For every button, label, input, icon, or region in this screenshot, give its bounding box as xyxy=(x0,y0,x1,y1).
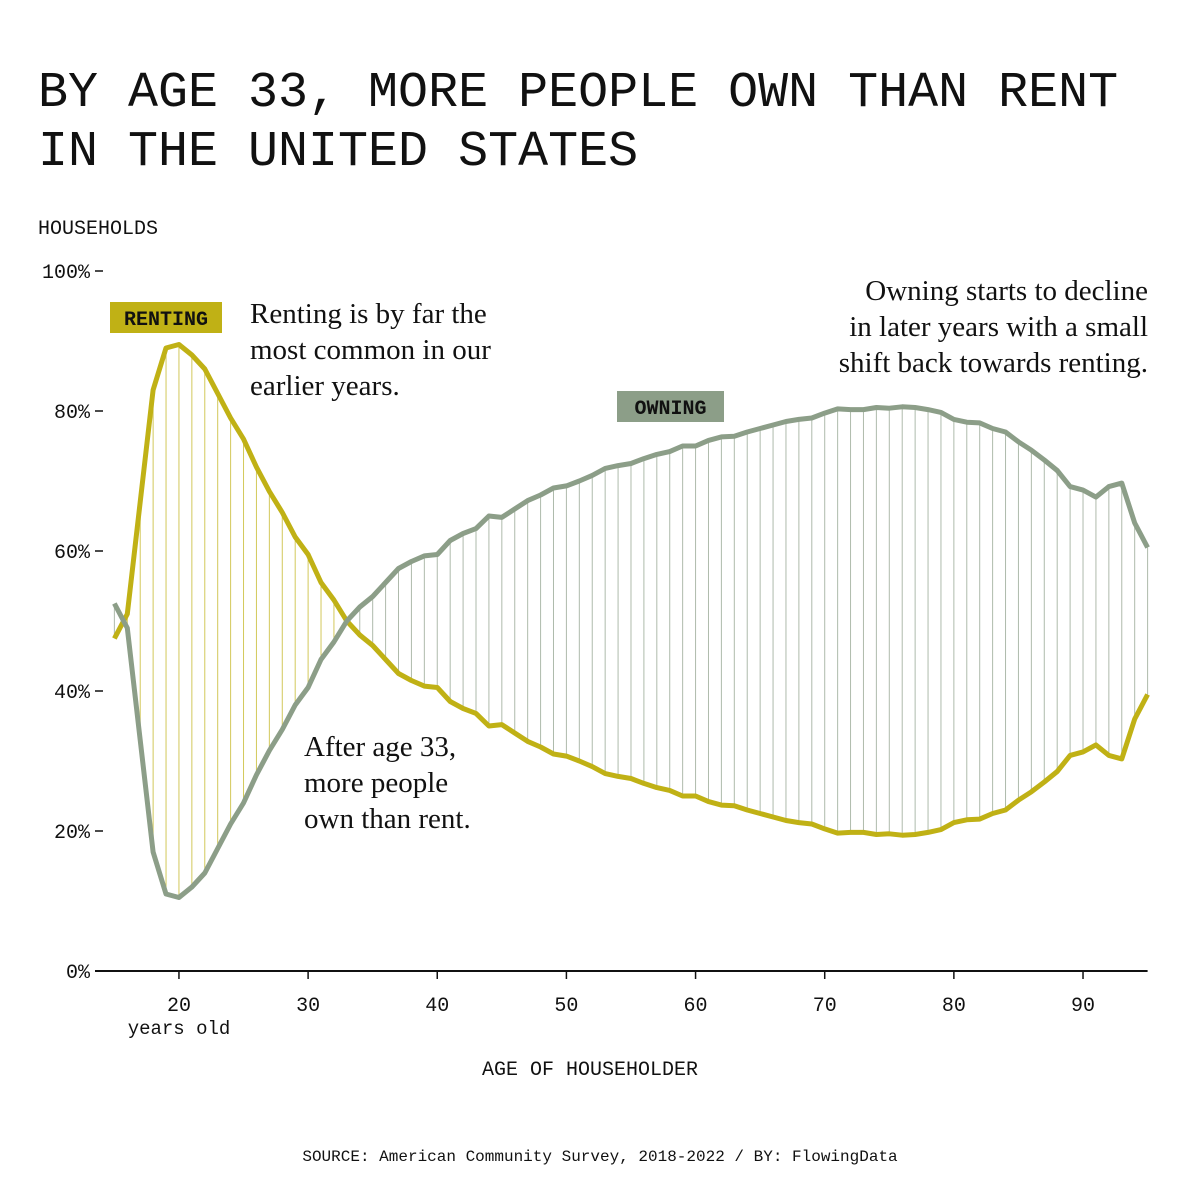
annotation: Renting is by far the xyxy=(250,298,487,330)
legend-label: RENTING xyxy=(124,309,208,332)
annotation: own than rent. xyxy=(304,803,471,835)
y-tick-label: 40% xyxy=(54,682,91,705)
legend-label: OWNING xyxy=(634,398,706,421)
y-tick-label: 60% xyxy=(54,542,91,565)
x-tick-label: 40 xyxy=(425,995,449,1018)
annotation: shift back towards renting. xyxy=(839,347,1148,379)
y-tick-label: 100% xyxy=(42,262,91,285)
y-axis-label: HOUSEHOLDS xyxy=(38,218,158,241)
annotation: most common in our xyxy=(250,334,491,366)
chart-title: IN THE UNITED STATES xyxy=(38,124,638,181)
annotation: earlier years. xyxy=(250,370,400,402)
annotation: Owning starts to decline xyxy=(865,275,1148,307)
source: SOURCE: American Community Survey, 2018-… xyxy=(302,1148,898,1166)
x-tick-label: 50 xyxy=(554,995,578,1018)
x-tick-label: 30 xyxy=(296,995,320,1018)
y-tick-label: 80% xyxy=(54,402,91,425)
x-tick-label: 70 xyxy=(813,995,837,1018)
annotation: After age 33, xyxy=(304,731,456,763)
y-tick-label: 0% xyxy=(66,962,91,985)
annotation: more people xyxy=(304,767,448,799)
x-tick-label: 60 xyxy=(684,995,708,1018)
chart-title: BY AGE 33, MORE PEOPLE OWN THAN RENT xyxy=(38,65,1118,122)
x-axis-label: AGE OF HOUSEHOLDER xyxy=(482,1059,698,1082)
series-line xyxy=(112,342,1150,838)
y-tick-label: 20% xyxy=(54,822,91,845)
x-tick-label: 80 xyxy=(942,995,966,1018)
legend-box xyxy=(617,391,724,422)
x-sublabel: years old xyxy=(128,1018,231,1040)
legend-box xyxy=(110,302,222,333)
x-tick-label: 20 xyxy=(167,995,191,1018)
x-tick-label: 90 xyxy=(1071,995,1095,1018)
annotation: in later years with a small xyxy=(849,311,1148,343)
series-line xyxy=(112,404,1150,900)
